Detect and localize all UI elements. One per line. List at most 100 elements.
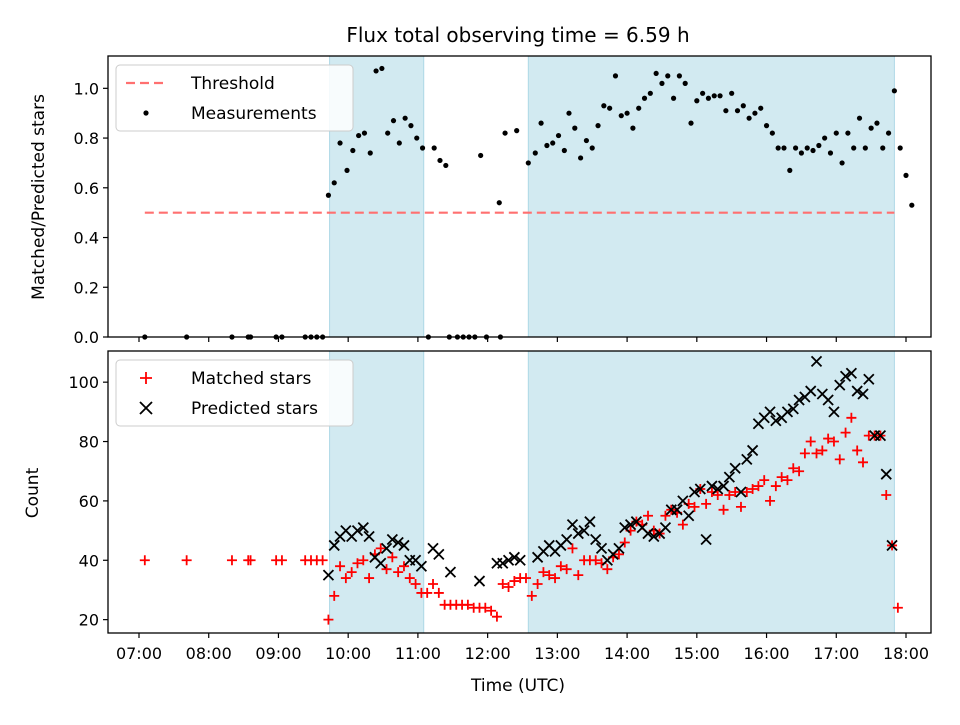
data-point [497,579,508,590]
data-point [357,521,369,534]
legend-label: Predicted stars [191,399,318,419]
data-point [578,524,590,537]
x-tick-label: 15:00 [674,644,720,663]
data-point [810,355,823,368]
data-point [705,95,712,101]
data-point [828,406,840,418]
x-tick-label: 14:00 [604,644,650,663]
data-point [431,145,437,151]
data-point [566,519,579,531]
data-point [816,142,822,149]
data-point [422,587,433,598]
data-point [532,579,543,590]
data-point [385,130,391,136]
data-point [525,160,531,166]
data-point [694,483,706,495]
data-point [822,394,834,406]
y-tick-label: 0.4 [74,229,99,248]
data-point [892,602,903,613]
data-point [544,142,550,149]
legend-box [115,64,354,132]
data-point [833,130,839,136]
data-point [874,429,887,442]
data-point [851,145,857,151]
data-point [787,167,793,173]
data-point [735,486,747,498]
data-point [874,120,880,126]
data-point [437,157,443,164]
legend-label: Matched stars [191,369,311,389]
data-point [408,123,414,129]
data-point [619,521,631,534]
plot-frame [107,55,932,338]
x-tick-label: 12:00 [465,644,511,663]
data-point [834,454,845,465]
data-point [747,484,758,495]
data-point [851,385,863,397]
data-point [822,135,828,141]
data-point [856,115,863,121]
data-point [396,140,402,146]
legend-box [115,359,354,427]
data-point [839,160,845,166]
x-tick-label: 17:00 [813,644,859,663]
data-point [337,140,343,146]
data-point [729,462,741,474]
series-matched-stars [139,412,903,625]
data-point [381,564,392,575]
data-point [328,539,340,552]
y-tick-label: 0.2 [74,278,99,297]
data-point [683,510,695,522]
data-point [538,567,549,578]
data-point [659,80,665,86]
x-tick-label: 08:00 [186,644,232,663]
legend-label: Threshold [190,74,275,94]
data-point [642,527,654,540]
data-point [612,73,619,79]
data-point [480,602,491,613]
data-point [433,587,444,598]
data-point [752,110,758,116]
data-point [555,132,562,139]
data-point [746,115,752,121]
data-point [823,433,834,444]
chart-title: Flux total observing time = 6.59 h [346,23,689,47]
data-point [798,150,805,156]
data-point [700,90,706,96]
data-point [717,93,723,99]
data-point [671,504,683,516]
data-point [724,489,735,500]
plot-frame [107,350,932,634]
data-point [601,103,607,109]
data-point [387,552,398,563]
data-point [414,135,420,141]
data-point [788,463,799,474]
data-point [491,611,502,622]
data-point [619,537,630,548]
data-point [331,180,337,186]
data-point [415,560,428,572]
data-point [746,444,759,457]
data-point [602,564,613,575]
data-point [897,145,903,151]
data-point [804,145,810,151]
legend: Matched stars Predicted stars [115,359,354,427]
x-tick-label: 18:00 [883,644,929,663]
y-tick-label: 0.6 [74,179,99,198]
data-point [764,406,776,418]
data-point [723,471,735,483]
data-point [566,110,572,116]
data-point [561,564,572,575]
data-point [322,569,335,581]
data-point [689,501,700,512]
data-point [503,581,514,592]
data-point [857,388,869,400]
data-point [433,548,445,560]
data-point [613,542,625,555]
y-tick-label: 20 [79,611,99,630]
data-point [863,373,875,385]
data-point [583,137,590,144]
data-point [514,128,520,134]
